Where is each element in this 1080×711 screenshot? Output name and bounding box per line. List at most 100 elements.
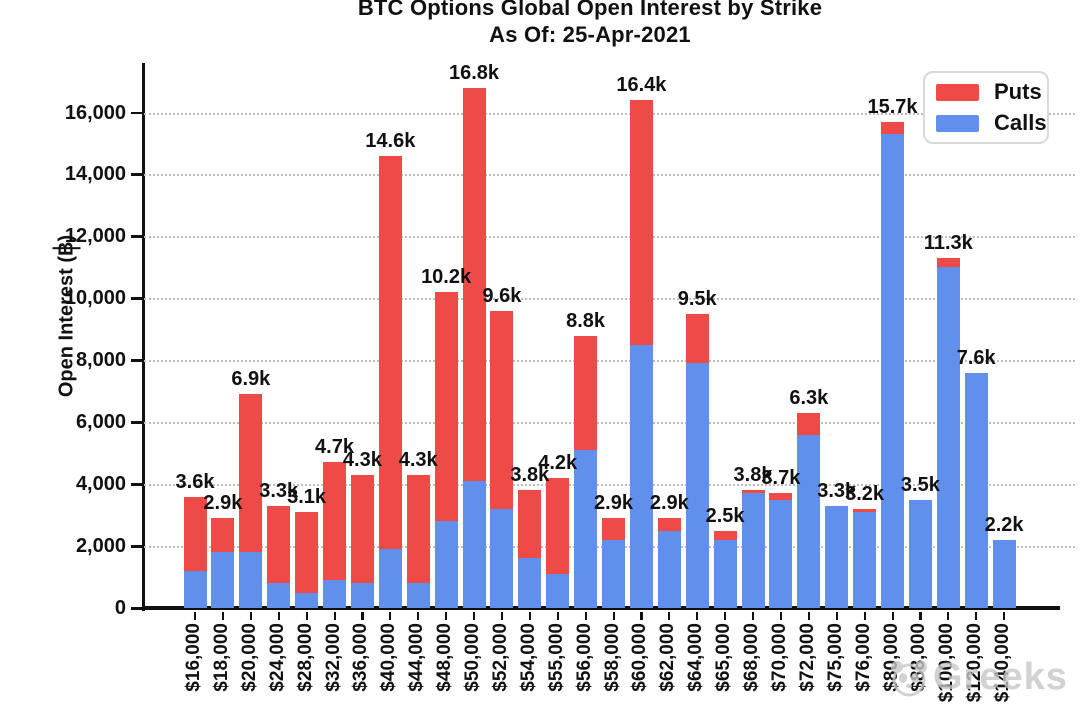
bar-$100,000 <box>936 258 960 608</box>
bar-puts-segment <box>378 155 402 550</box>
bar-calls-segment <box>992 539 1016 608</box>
x-tick <box>333 612 336 620</box>
x-tick <box>277 612 280 620</box>
x-tick-label: $16,000 <box>183 623 204 692</box>
bar-value-label: 16.8k <box>448 61 500 84</box>
bar-$44,000 <box>406 474 430 608</box>
bar-$88,000 <box>908 499 932 608</box>
x-tick-label: $72,000 <box>796 623 818 692</box>
bar-$140,000 <box>992 539 1016 608</box>
bar-puts-segment <box>211 518 235 553</box>
bar-$40,000 <box>378 155 402 608</box>
x-tick-label: $100,000 <box>936 623 958 703</box>
x-tick <box>584 612 587 620</box>
bar-puts-segment <box>769 493 793 500</box>
bar-$62,000 <box>657 518 681 608</box>
bar-value-label: 4.2k <box>538 451 578 474</box>
y-tick-12,000 <box>131 235 143 238</box>
bar-calls-segment <box>490 508 514 608</box>
bar-$58,000 <box>602 518 625 608</box>
bar-puts-segment <box>713 530 737 540</box>
bar-calls-segment <box>602 539 625 608</box>
bar-$48,000 <box>434 292 458 608</box>
bar-puts-segment <box>239 394 263 553</box>
bar-value-label: 3.6k <box>175 470 215 493</box>
bar-$20,000 <box>239 394 263 608</box>
bar-puts-segment <box>602 518 625 540</box>
bar-calls-segment <box>434 521 458 608</box>
x-tick-label: $36,000 <box>350 623 372 692</box>
bar-calls-segment <box>629 344 653 608</box>
bar-value-label: 11.3k <box>923 232 973 255</box>
bar-calls-segment <box>685 363 709 608</box>
bar-puts-segment <box>462 87 486 482</box>
bar-calls-segment <box>406 583 430 608</box>
chart-subtitle: As Of: 25-Apr-2021 <box>489 22 691 47</box>
x-tick <box>891 612 894 620</box>
bar-value-label: 4.7k <box>315 436 354 459</box>
x-tick <box>417 612 420 620</box>
x-tick-label: $68,000 <box>741 623 762 692</box>
x-tick <box>696 612 699 620</box>
chart-title-line1: BTC Options Global Open Interest by Stri… <box>357 0 823 20</box>
bar-puts-segment <box>741 490 765 494</box>
x-tick <box>249 612 252 620</box>
y-tick-14,000 <box>131 173 143 176</box>
x-tick-label: $54,000 <box>517 623 539 692</box>
x-tick-label: $76,000 <box>852 623 874 692</box>
y-tick-label: 8,000 <box>75 349 126 372</box>
x-tick-label: $75,000 <box>824 623 846 692</box>
bar-calls-segment <box>964 372 988 608</box>
bar-value-label: 2.9k <box>649 492 689 515</box>
y-tick-0 <box>131 607 143 610</box>
bar-puts-segment <box>574 335 598 451</box>
bar-value-label: 2.9k <box>594 492 633 515</box>
x-tick <box>361 612 364 620</box>
x-tick-label: $140,000 <box>992 623 1014 703</box>
bar-puts-segment <box>657 518 681 531</box>
x-tick <box>668 612 671 620</box>
bar-puts-segment <box>881 121 904 135</box>
bar-calls-segment <box>853 512 877 608</box>
x-tick <box>947 612 950 620</box>
bar-value-label: 3.8k <box>510 464 550 487</box>
x-tick-label: $65,000 <box>713 623 735 692</box>
bar-calls-segment <box>908 499 932 608</box>
bar-$54,000 <box>518 490 542 608</box>
x-tick-label: $64,000 <box>685 623 707 692</box>
bar-calls-segment <box>546 573 570 608</box>
bar-puts-segment <box>350 474 374 584</box>
puts-color-swatch <box>936 83 979 101</box>
bar-$55,000 <box>546 477 570 608</box>
bar-calls-segment <box>741 493 765 608</box>
bar-puts-segment <box>323 462 346 581</box>
x-tick-label: $80,000 <box>880 623 902 692</box>
bar-$56,000 <box>574 335 598 608</box>
bar-calls-segment <box>267 583 291 608</box>
bar-calls-segment <box>825 505 849 608</box>
x-tick-label: $24,000 <box>266 623 288 692</box>
bar-calls-segment <box>183 570 207 608</box>
x-tick <box>305 612 308 620</box>
bar-puts-segment <box>434 292 458 522</box>
y-tick-label: 2,000 <box>75 535 126 558</box>
bar-value-label: 8.8k <box>566 309 606 332</box>
bar-puts-segment <box>295 512 319 593</box>
bar-$76,000 <box>853 508 877 608</box>
x-tick <box>221 612 225 620</box>
bar-value-label: 3.8k <box>733 464 773 487</box>
bar-calls-segment <box>797 434 821 608</box>
bar-$36,000 <box>350 474 374 608</box>
x-tick-label: $40,000 <box>378 623 400 692</box>
bar-value-label: 2.9k <box>203 492 243 515</box>
y-axis-label: Open Interest (B) <box>55 234 78 398</box>
gridline-8,000 <box>144 360 1075 363</box>
bar-calls-segment <box>518 558 542 608</box>
bar-value-label: 3.3k <box>259 479 299 502</box>
y-tick-label: 14,000 <box>64 163 126 186</box>
y-tick-8,000 <box>131 359 143 362</box>
bar-value-label: 2.5k <box>705 504 745 527</box>
x-tick-label: $70,000 <box>768 623 790 692</box>
bar-calls-segment <box>378 549 402 608</box>
